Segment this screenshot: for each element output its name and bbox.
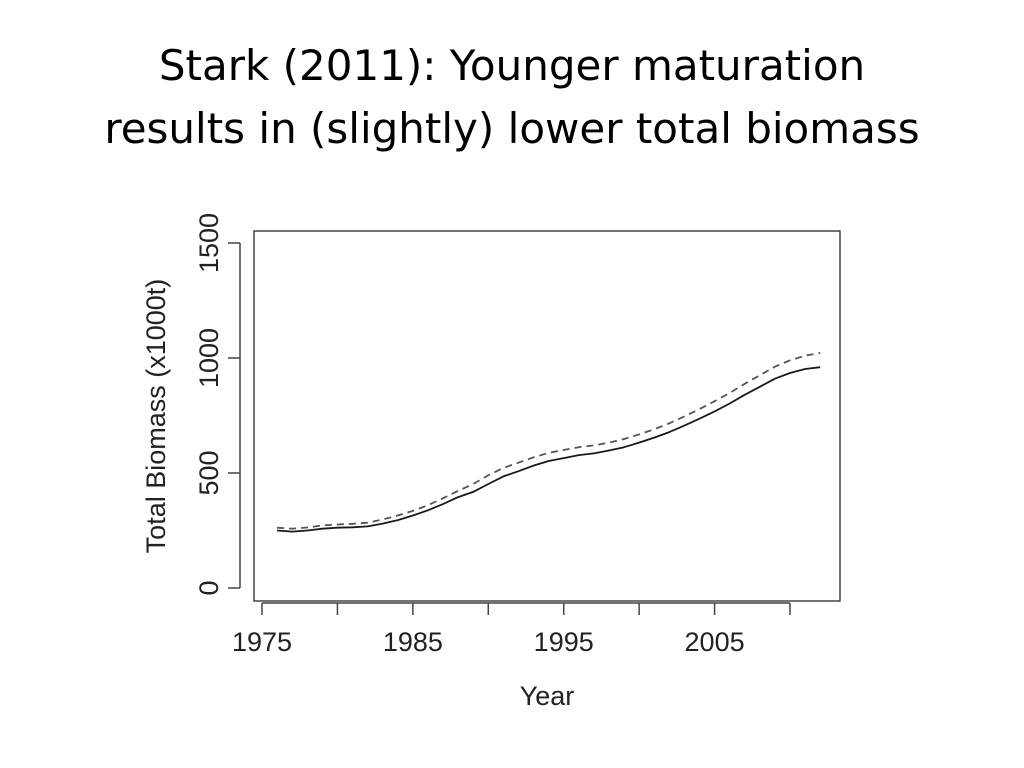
y-tick-label: 1500 <box>194 213 224 273</box>
x-axis-title: Year <box>520 681 575 711</box>
x-axis-ticks: 1975 1985 1995 2005 <box>232 603 791 657</box>
x-tick-label: 2005 <box>685 627 745 657</box>
slide-title: Stark (2011): Younger maturation results… <box>40 34 984 160</box>
plot-frame <box>253 230 841 602</box>
y-axis-title: Total Biomass (x1000t) <box>141 279 171 554</box>
y-tick-label: 1000 <box>194 328 224 388</box>
solid-series-line <box>277 366 821 533</box>
x-tick-label: 1975 <box>232 627 292 657</box>
dashed-series-line <box>277 352 821 530</box>
x-tick-label: 1995 <box>534 627 594 657</box>
y-tick-label: 0 <box>194 580 224 595</box>
slide-title-line-2: results in (slightly) lower total biomas… <box>104 104 920 153</box>
y-axis-ticks: 0 500 1000 1500 <box>194 213 240 596</box>
slide-title-line-1: Stark (2011): Younger maturation <box>158 41 866 90</box>
x-tick-label: 1985 <box>383 627 443 657</box>
series-layer <box>277 352 821 533</box>
y-tick-label: 500 <box>194 450 224 495</box>
